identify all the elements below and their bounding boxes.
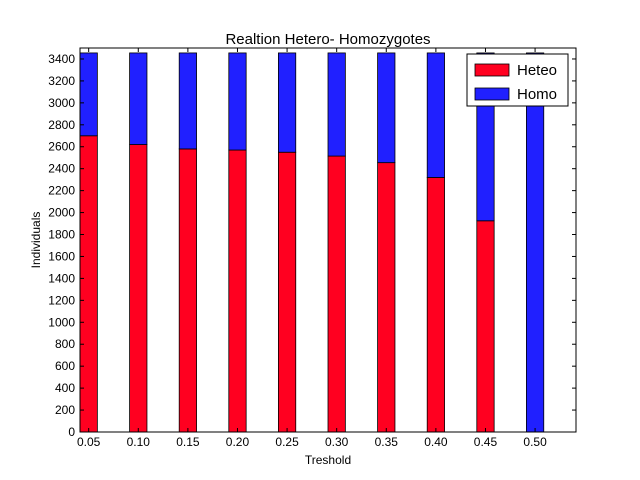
x-tick-label: 0.50: [523, 435, 547, 449]
bar-hetero-0.40: [426, 177, 445, 433]
chart-title: Realtion Hetero- Homozygotes: [225, 31, 430, 48]
legend-label-homo: Homo: [517, 86, 557, 103]
y-tick-label: 1400: [48, 271, 75, 285]
legend-swatch-hetero: [474, 63, 510, 77]
y-tick-label: 200: [55, 403, 75, 417]
legend-label-hetero: Heteo: [517, 62, 557, 79]
x-tick-label: 0.40: [424, 435, 448, 449]
y-tick-label: 2600: [48, 140, 75, 154]
y-tick-label: 3200: [48, 74, 75, 88]
bar-homo-0.40: [426, 52, 445, 178]
y-tick-label: 1000: [48, 315, 75, 329]
y-tick-label: 1800: [48, 228, 75, 242]
bar-hetero-0.15: [178, 148, 197, 433]
x-tick-label: 0.15: [176, 435, 200, 449]
y-axis: 0 200 400 600 800 1000 1200 1400 1600 1800 2000 220…: [48, 52, 576, 439]
bar-homo-0.50: [526, 52, 545, 433]
x-tick-label: 0.30: [325, 435, 349, 449]
y-tick-label: 3000: [48, 96, 75, 110]
y-axis-label: Individuals: [29, 212, 43, 269]
bar-hetero-0.30: [327, 155, 346, 433]
y-tick-label: 1600: [48, 249, 75, 263]
bar-homo-0.25: [277, 52, 297, 153]
y-tick-label: 400: [55, 381, 75, 395]
bar-hetero-0.05: [79, 135, 98, 433]
bar-homo-0.20: [228, 52, 247, 151]
bar-hetero-0.35: [377, 162, 396, 433]
bar-hetero-0.10: [129, 144, 148, 433]
y-tick-label: 800: [55, 337, 75, 351]
y-tick-label: 600: [55, 359, 75, 373]
y-tick-label: 2200: [48, 184, 75, 198]
bar-hetero-0.45: [476, 220, 495, 433]
legend: Heteo Homo: [466, 53, 569, 107]
y-tick-label: 1200: [48, 293, 75, 307]
bar-homo-0.15: [178, 52, 197, 150]
x-axis-label: Treshold: [305, 453, 351, 467]
x-tick-label: 0.35: [375, 435, 399, 449]
x-tick-label: 0.20: [226, 435, 250, 449]
plot-frame: [79, 47, 577, 433]
x-tick-label: 0.05: [77, 435, 101, 449]
y-tick-label: 3400: [48, 52, 75, 66]
bar-homo-0.05: [79, 52, 98, 137]
y-tick-label: 2000: [48, 206, 75, 220]
y-tick-label: 2400: [48, 162, 75, 176]
bar-homo-0.30: [327, 52, 346, 157]
x-tick-label: 0.45: [474, 435, 498, 449]
bars-layer: [79, 52, 545, 433]
bar-homo-0.35: [377, 52, 396, 164]
x-tick-label: 0.25: [275, 435, 299, 449]
bar-hetero-0.20: [228, 149, 247, 433]
x-axis: 0.05 0.10 0.15 0.20 0.25 0.30 0.35 0.40 0.45 0.50: [77, 48, 547, 449]
bar-homo-0.10: [129, 52, 148, 145]
x-tick-label: 0.10: [127, 435, 151, 449]
bar-hetero-0.25: [277, 151, 297, 433]
y-tick-label: 2800: [48, 118, 75, 132]
y-tick-label: 0: [68, 425, 75, 439]
legend-swatch-homo: [474, 87, 510, 101]
